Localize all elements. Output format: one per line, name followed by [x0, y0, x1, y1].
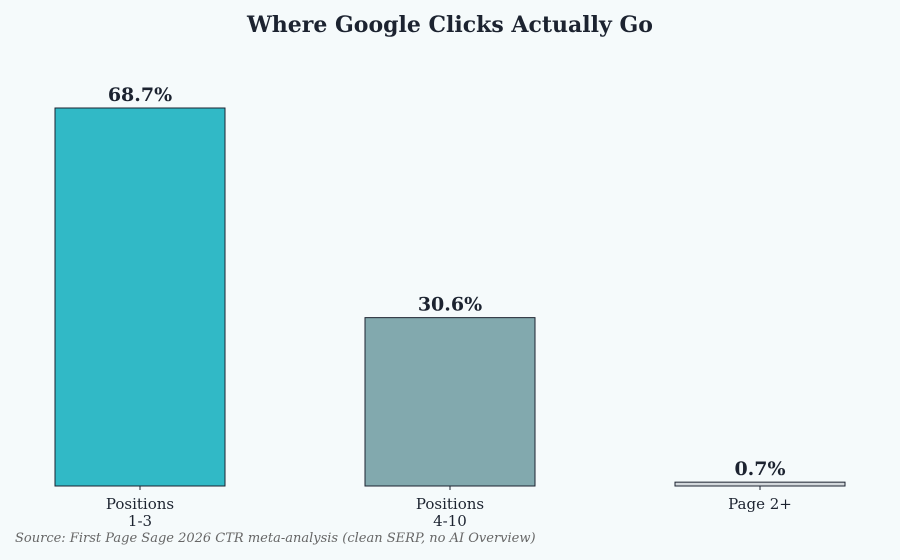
bar [54, 107, 226, 487]
bar [364, 317, 536, 487]
bar [674, 481, 846, 487]
chart-title: Where Google Clicks Actually Go [246, 12, 653, 38]
x-tick-label: Positions 1-3 [106, 495, 174, 530]
value-label: 68.7% [108, 84, 172, 106]
value-label: 0.7% [734, 458, 785, 480]
source-note: Source: First Page Sage 2026 CTR meta-an… [15, 531, 536, 546]
value-label: 30.6% [418, 294, 482, 316]
x-tick-label: Positions 4-10 [416, 495, 484, 530]
x-tick-label: Page 2+ [728, 495, 792, 513]
